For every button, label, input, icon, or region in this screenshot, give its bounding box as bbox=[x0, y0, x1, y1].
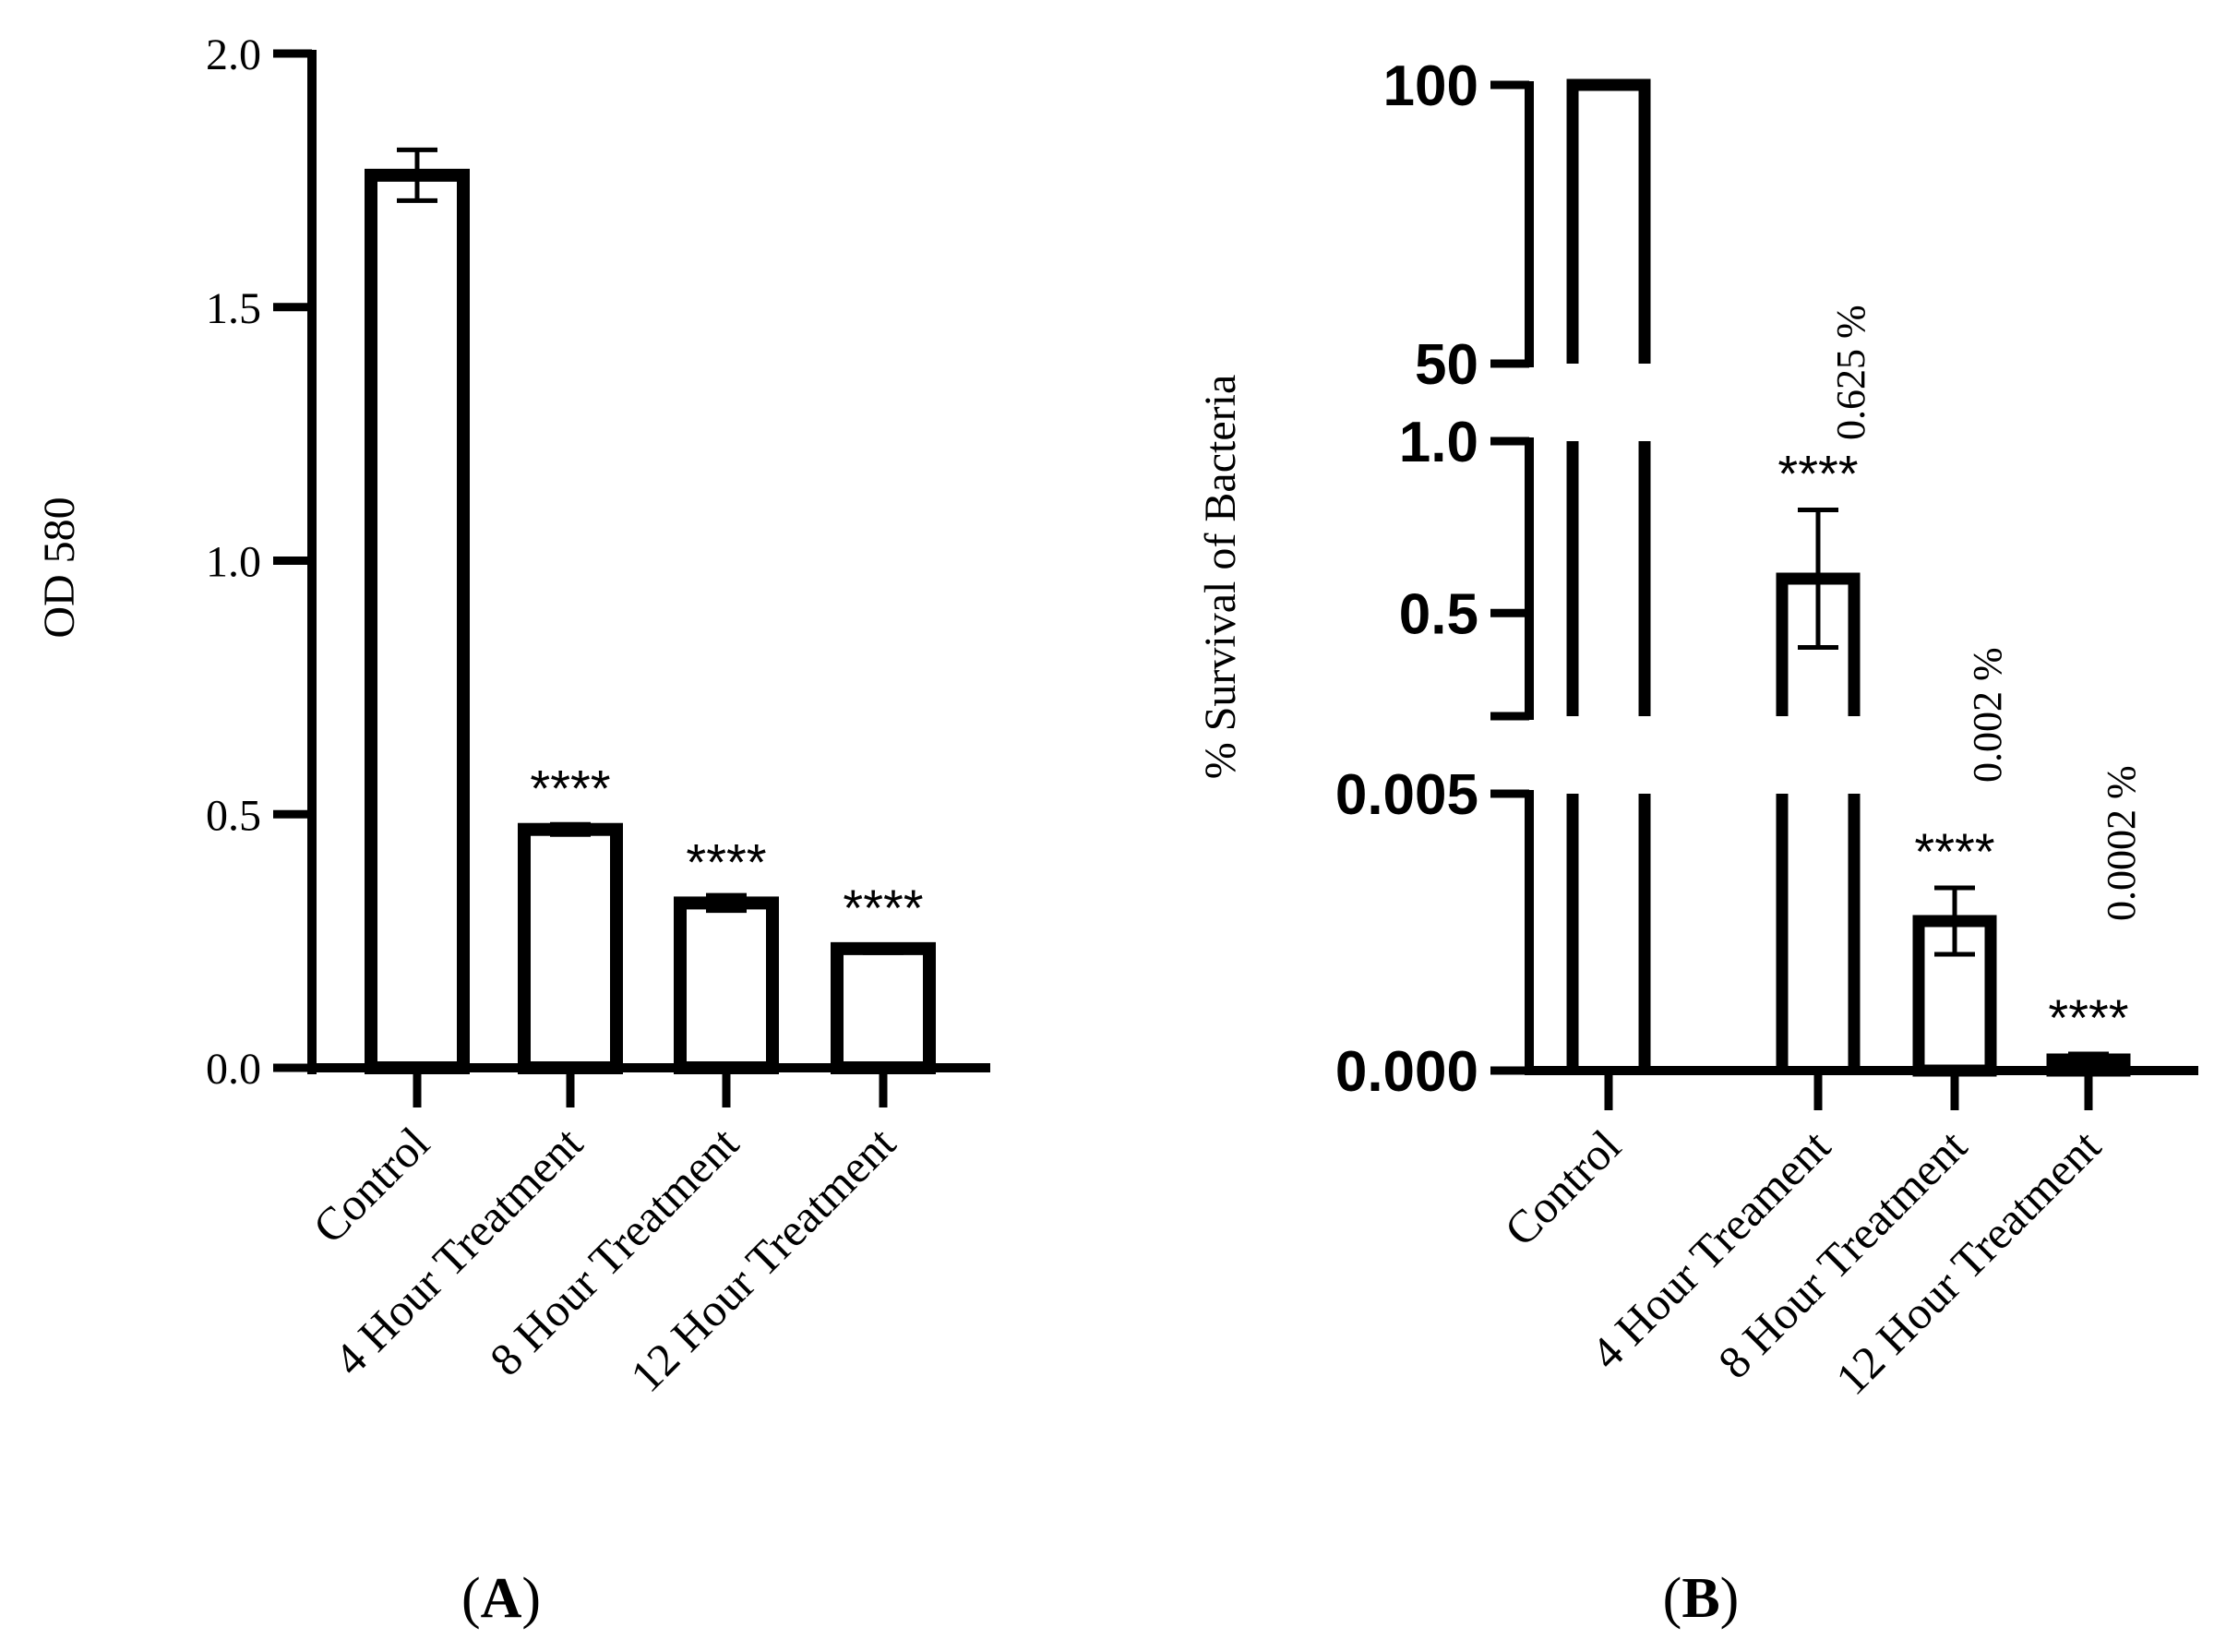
panel-b-label: (B) bbox=[1663, 1567, 1740, 1630]
significance-label: **** bbox=[530, 760, 610, 818]
bar-segment bbox=[1566, 78, 1651, 364]
x-tick-label-12-hour-treatment: 12 Hour Treatment bbox=[620, 1117, 905, 1402]
significance-label: **** bbox=[1777, 445, 1858, 503]
bar-4-hour-treament bbox=[1776, 572, 1861, 1071]
y-tick-label: 1.0 bbox=[1399, 411, 1478, 474]
y-tick-label: 1.5 bbox=[206, 284, 261, 333]
y-tick-label: 50 bbox=[1415, 333, 1478, 397]
y-axis-title: OD 580 bbox=[35, 497, 84, 638]
significance-label: **** bbox=[686, 832, 766, 891]
significance-label: **** bbox=[1914, 822, 1994, 880]
y-tick-label: 100 bbox=[1383, 54, 1478, 118]
bar-segment bbox=[1912, 915, 1997, 1077]
panel-a-label: (A) bbox=[461, 1567, 541, 1630]
y-tick-label: 0.5 bbox=[1399, 582, 1478, 646]
y-tick-label: 0.0 bbox=[206, 1045, 261, 1094]
y-tick-label: 0.000 bbox=[1335, 1040, 1478, 1104]
significance-label: **** bbox=[2048, 988, 2128, 1047]
bar-12-hour-treatment bbox=[831, 941, 936, 1075]
percent-label: 0.625 % bbox=[1828, 305, 1873, 440]
y-axis-title: % Survival of Bacteria bbox=[1196, 375, 1245, 780]
percent-label: 0.002 % bbox=[1965, 647, 2010, 783]
bar-8-hour-treatment bbox=[1912, 915, 1997, 1077]
y-tick-label: 0.005 bbox=[1335, 763, 1478, 827]
bar-8-hour-treatment bbox=[674, 896, 779, 1074]
bar-control bbox=[1566, 78, 1651, 1071]
percent-label: 0.0002 % bbox=[2099, 765, 2144, 921]
x-tick-label-control: Control bbox=[1494, 1119, 1631, 1256]
y-tick-label: 0.5 bbox=[206, 791, 261, 840]
bar-control bbox=[365, 168, 470, 1074]
panel-b-chart: 0.000 0.005 0.5 1.0 50 100 % Survival of Bacte… bbox=[1196, 54, 2198, 1405]
x-tick-label-control: Control bbox=[303, 1117, 439, 1253]
y-tick-label: 1.0 bbox=[206, 538, 261, 587]
bar-4-hour-treatment bbox=[518, 822, 623, 1074]
y-tick-label: 2.0 bbox=[206, 30, 261, 79]
significance-label: **** bbox=[843, 879, 923, 937]
x-tick-label-8-hour-treatment: 8 Hour Treatment bbox=[1708, 1119, 1977, 1388]
